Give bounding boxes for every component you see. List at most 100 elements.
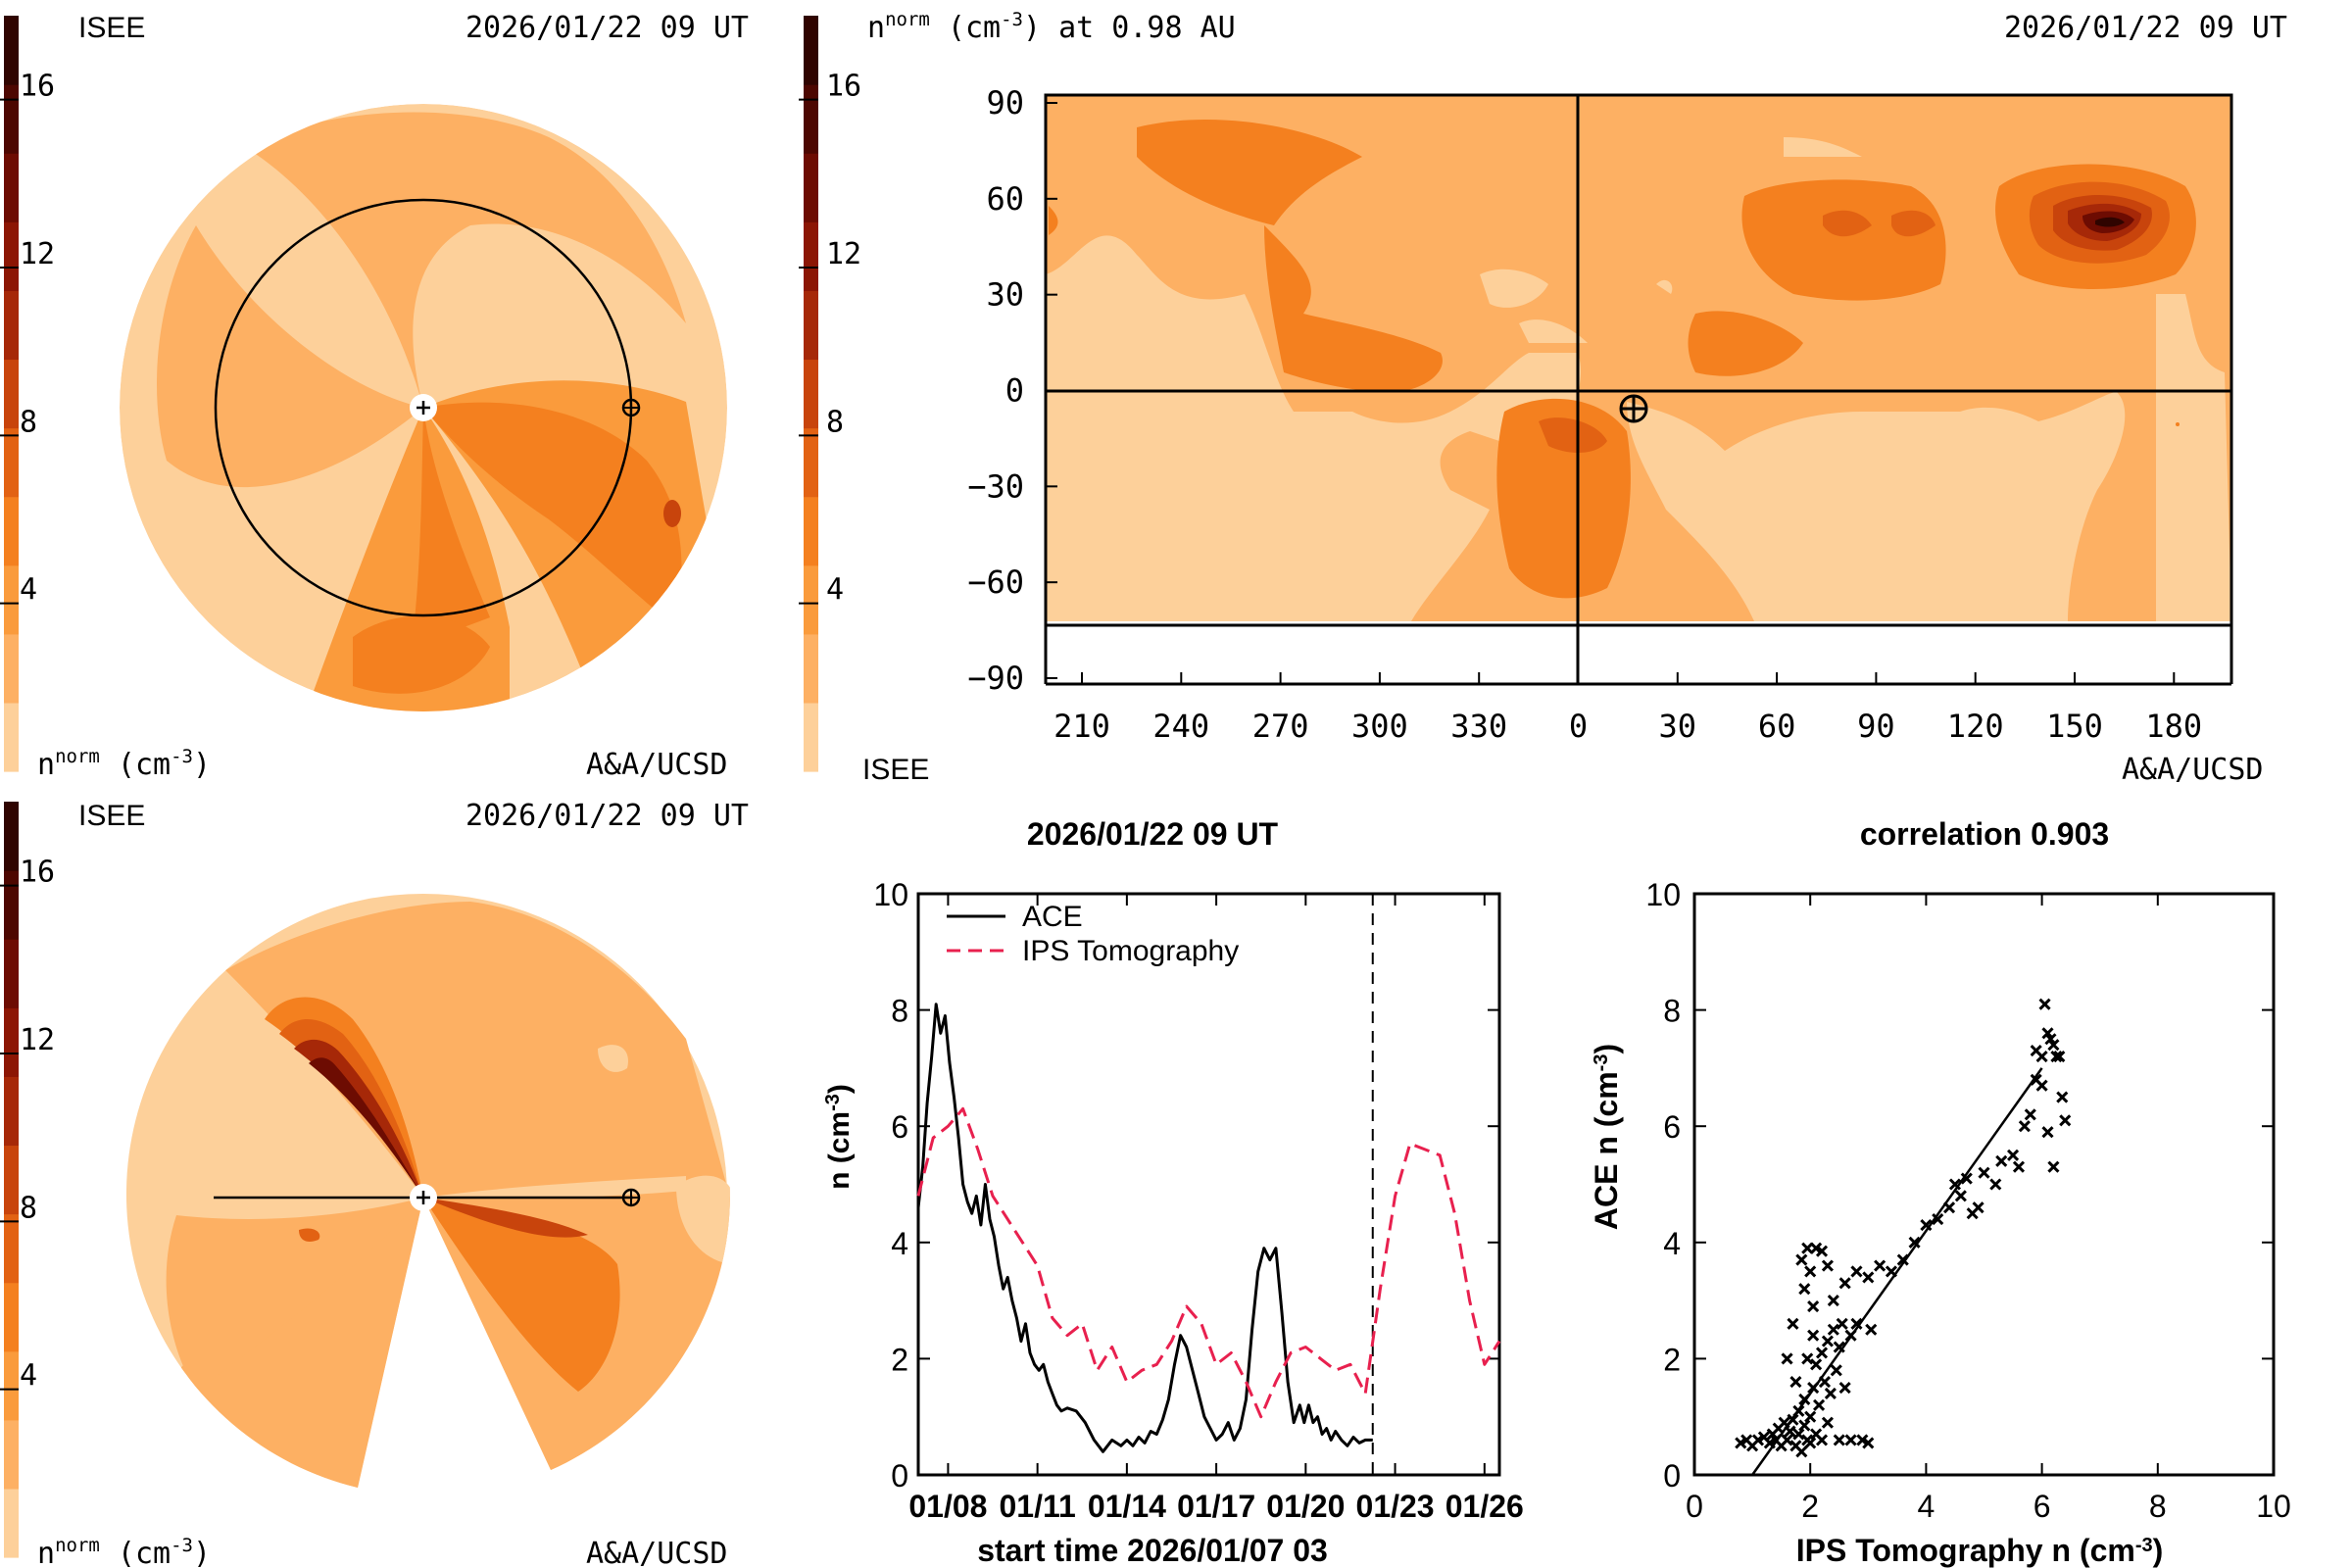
sc-x-tick-label-2: 4 bbox=[1918, 1489, 1936, 1524]
tr-x-tick-label-11: 180 bbox=[2145, 708, 2202, 745]
tr-dense-patch-north bbox=[1741, 179, 1946, 301]
bl-colorbar-tick-label-2: 12 bbox=[20, 1023, 55, 1057]
sc-point-85 bbox=[2044, 1033, 2057, 1046]
sc-point-3 bbox=[1751, 1434, 1765, 1446]
bl-source-label: ISEE bbox=[78, 800, 145, 832]
tl-colorbar: 4 8 12 16 bbox=[0, 16, 55, 772]
sc-point-87 bbox=[2050, 1050, 2063, 1063]
sc-point-23 bbox=[1807, 1381, 1820, 1395]
tl-colorbar-ticks: 4 8 12 16 bbox=[0, 70, 55, 608]
sc-point-47 bbox=[1789, 1376, 1802, 1389]
tr-low-density-far-east bbox=[2156, 294, 2231, 621]
bl-colorbar-level-8 bbox=[4, 939, 19, 1008]
sc-point-25 bbox=[1810, 1358, 1823, 1371]
sc-point-75 bbox=[1989, 1178, 2002, 1191]
sc-point-26 bbox=[1812, 1398, 1826, 1411]
sc-point-22 bbox=[1804, 1437, 1817, 1449]
tr-colorbar-strip bbox=[804, 16, 818, 772]
sc-point-74 bbox=[1978, 1166, 1990, 1179]
sc-point-16 bbox=[1792, 1404, 1805, 1417]
ts-x-tick-label-5: 01/23 bbox=[1356, 1489, 1435, 1524]
tr-x-tick-label-8: 90 bbox=[1857, 708, 1895, 745]
sc-point-10 bbox=[1778, 1416, 1790, 1429]
sc-point-58 bbox=[1827, 1295, 1839, 1307]
sc-point-68 bbox=[1942, 1201, 1956, 1214]
sc-point-36 bbox=[1833, 1434, 1845, 1446]
sc-point-19 bbox=[1798, 1393, 1811, 1405]
tr-y-tick-label-3: 0 bbox=[1005, 372, 1024, 410]
tr-colorbar-tick-label-1: 8 bbox=[826, 405, 844, 439]
tr-x-tick-label-5: 0 bbox=[1569, 708, 1588, 745]
bl-colorbar-level-10 bbox=[4, 802, 19, 871]
sc-point-12 bbox=[1784, 1425, 1796, 1438]
tl-colorbar-tick-label-2: 12 bbox=[20, 237, 55, 271]
sc-point-43 bbox=[1862, 1437, 1875, 1449]
tl-spiral-arm-north bbox=[245, 112, 686, 409]
sc-point-67 bbox=[1932, 1213, 1944, 1226]
tr-colorbar-ticks: 4 8 12 16 bbox=[799, 70, 861, 608]
sc-point-77 bbox=[2006, 1149, 2020, 1161]
sc-point-37 bbox=[1836, 1317, 1848, 1330]
tr-colorbar-level-1 bbox=[804, 633, 818, 704]
tl-colorbar-level-5 bbox=[4, 359, 19, 429]
sc-point-57 bbox=[1801, 1352, 1814, 1365]
bl-colorbar-tick-label-3: 16 bbox=[20, 856, 55, 890]
sc-plot: 0 2 4 6 8 10 0 2 4 6 8 10 bbox=[1645, 877, 2290, 1524]
sc-point-79 bbox=[2018, 1120, 2031, 1133]
sc-point-92 bbox=[2041, 1126, 2054, 1139]
sc-point-44 bbox=[1865, 1323, 1878, 1336]
sc-point-56 bbox=[1807, 1329, 1820, 1342]
tl-colorbar-level-0 bbox=[4, 702, 19, 772]
tl-colorbar-level-3 bbox=[4, 496, 19, 566]
tl-colorbar-level-9 bbox=[4, 84, 19, 154]
sc-point-84 bbox=[2041, 1027, 2054, 1040]
ts-x-tick-label-1: 01/11 bbox=[999, 1489, 1075, 1524]
bl-colorbar-level-7 bbox=[4, 1007, 19, 1077]
sc-point-64 bbox=[1896, 1253, 1909, 1266]
bl-colorbar-level-0 bbox=[4, 1488, 19, 1558]
sc-point-50 bbox=[1801, 1242, 1814, 1254]
sc-point-78 bbox=[2012, 1160, 2026, 1173]
bl-colorbar-level-1 bbox=[4, 1419, 19, 1490]
sc-point-21 bbox=[1804, 1410, 1817, 1423]
sc-point-28 bbox=[1815, 1434, 1829, 1446]
tl-colorbar-level-1 bbox=[4, 633, 19, 704]
bl-sun-icon bbox=[416, 1191, 430, 1204]
ts-y-tick-label-3: 6 bbox=[891, 1109, 908, 1145]
sc-y-tick-label-1: 2 bbox=[1663, 1342, 1681, 1377]
tr-colorbar-level-5 bbox=[804, 359, 818, 429]
bl-dense-east-core bbox=[423, 1198, 588, 1238]
bl-colorbar-level-2 bbox=[4, 1350, 19, 1421]
bl-dense-east bbox=[423, 1198, 620, 1392]
bl-colorbar-tick-label-0: 4 bbox=[20, 1359, 37, 1394]
tr-dense-patch-edge bbox=[1049, 206, 1058, 235]
tr-colorbar-tick-label-3: 16 bbox=[826, 70, 861, 104]
tr-map-axes: 210 240 270 300 330 0 30 60 90 120 150 1809060300−3… bbox=[967, 84, 2233, 745]
tl-panel: 4 8 12 16 ISEE 2026/01/22 09 UT nnorm (cm-3… bbox=[0, 11, 749, 782]
tr-colorbar-level-8 bbox=[804, 153, 818, 222]
tl-sun-icon bbox=[416, 401, 430, 415]
tr-y-tick-label-5: −60 bbox=[967, 564, 1024, 601]
sc-point-88 bbox=[2053, 1050, 2066, 1063]
ts-x-tick-label-4: 01/20 bbox=[1266, 1489, 1345, 1524]
tr-peak-2 bbox=[1891, 210, 1936, 237]
sc-point-5 bbox=[1763, 1437, 1776, 1449]
tr-colorbar-level-7 bbox=[804, 221, 818, 291]
tr-x-tick-label-0: 210 bbox=[1054, 708, 1110, 745]
tl-colorbar-level-10 bbox=[4, 16, 19, 85]
sc-x-tick-label-0: 0 bbox=[1686, 1489, 1703, 1524]
sc-point-52 bbox=[1807, 1299, 1820, 1313]
sc-point-71 bbox=[1960, 1172, 1973, 1185]
sc-point-40 bbox=[1844, 1434, 1857, 1446]
sc-point-39 bbox=[1844, 1329, 1857, 1342]
ts-title: 2026/01/22 09 UT bbox=[1027, 816, 1279, 852]
sc-point-18 bbox=[1798, 1419, 1811, 1432]
sc-title: correlation 0.903 bbox=[1860, 816, 2109, 852]
tr-low-density-patch bbox=[1480, 269, 1548, 308]
sc-point-42 bbox=[1856, 1434, 1869, 1446]
bl-jet-level-2 bbox=[279, 1019, 423, 1198]
sc-point-55 bbox=[1821, 1259, 1834, 1272]
tl-colorbar-level-7 bbox=[4, 221, 19, 291]
tl-unit-label: nnorm (cm-3) bbox=[37, 746, 211, 782]
